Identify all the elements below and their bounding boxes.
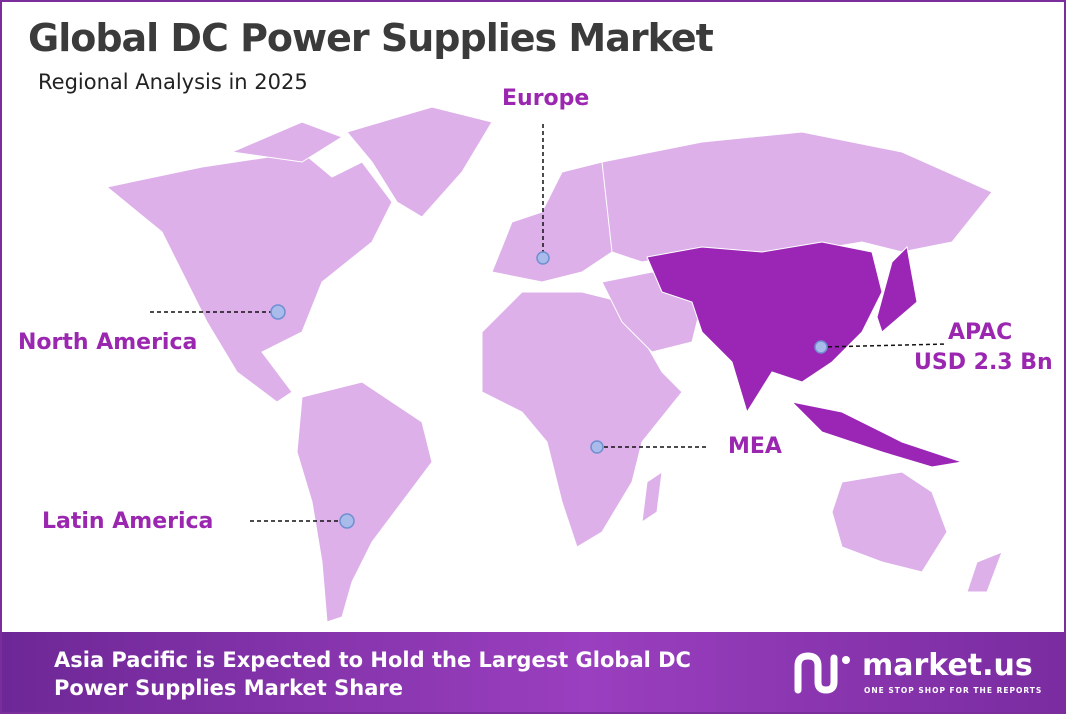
apac-mainland [646, 241, 883, 414]
region-label: Europe [502, 86, 590, 111]
region-label: MEA [728, 434, 782, 459]
subtitle: Regional Analysis in 2025 [38, 70, 308, 94]
africa [481, 291, 683, 548]
south-america [296, 381, 433, 623]
logo-icon [794, 652, 850, 694]
marker [590, 440, 604, 454]
logo-tagline: ONE STOP SHOP FOR THE REPORTS [864, 686, 1043, 695]
region-value: USD 2.3 Bn [914, 350, 1053, 375]
leader-line [820, 343, 948, 348]
world-map [105, 106, 1003, 623]
footer-text: Asia Pacific is Expected to Hold the Lar… [54, 648, 691, 700]
north-asia [601, 131, 993, 263]
greenland [346, 106, 493, 218]
logo-name: market.us [862, 648, 1033, 683]
new-zealand [966, 551, 1003, 593]
marker [339, 513, 355, 529]
footer-band: Asia Pacific is Expected to Hold the Lar… [2, 632, 1064, 712]
marker [536, 251, 550, 265]
region-label: North America [18, 330, 198, 355]
region-label: APAC [948, 320, 1013, 345]
indonesia [790, 401, 963, 468]
title: Global DC Power Supplies Market [28, 16, 714, 60]
marker [270, 304, 286, 320]
north-america [105, 151, 393, 403]
madagascar [641, 470, 663, 524]
japan [876, 245, 918, 333]
marker [814, 340, 828, 354]
europe [491, 161, 623, 283]
region-label: Latin America [42, 509, 214, 534]
arctic-islands [230, 121, 344, 163]
australia [831, 471, 948, 573]
